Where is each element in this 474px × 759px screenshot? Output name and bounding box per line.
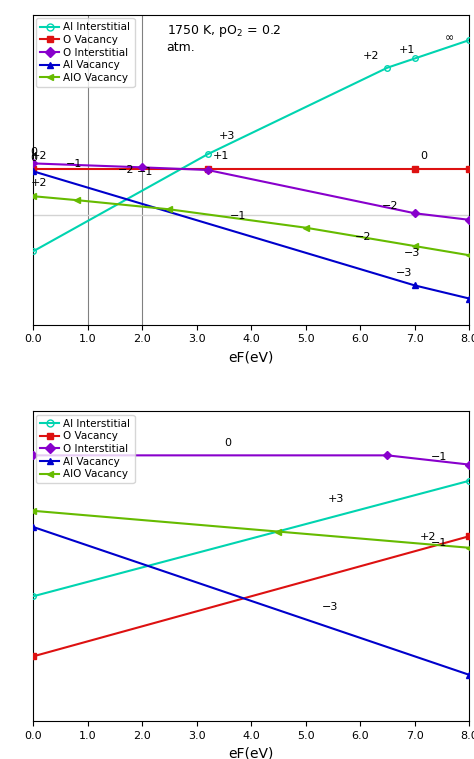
Text: +2: +2 (30, 151, 47, 161)
Text: +1: +1 (398, 45, 415, 55)
Text: ∞: ∞ (445, 33, 454, 43)
Legend: Al Interstitial, O Vacancy, O Interstitial, Al Vacancy, AlO Vacancy: Al Interstitial, O Vacancy, O Interstiti… (36, 18, 135, 87)
Text: −2: −2 (382, 200, 399, 211)
Text: 0: 0 (420, 151, 427, 161)
Legend: Al Interstitial, O Vacancy, O Interstitial, Al Vacancy, AlO Vacancy: Al Interstitial, O Vacancy, O Interstiti… (36, 414, 135, 483)
Text: +3: +3 (219, 131, 235, 141)
Text: −2: −2 (118, 165, 134, 175)
Text: 0: 0 (30, 146, 37, 157)
Text: 0: 0 (30, 153, 37, 163)
Text: −2: −2 (355, 232, 371, 242)
Text: −1: −1 (137, 166, 153, 177)
Text: +2: +2 (30, 178, 47, 187)
Text: −1: −1 (229, 211, 246, 221)
Text: −3: −3 (404, 248, 420, 258)
Text: +1: +1 (213, 151, 229, 161)
Text: −1: −1 (431, 452, 447, 462)
Text: −3: −3 (322, 603, 338, 613)
Text: −1: −1 (66, 159, 82, 169)
Text: −1: −1 (431, 538, 447, 548)
X-axis label: eF(eV): eF(eV) (228, 746, 274, 759)
Text: +3: +3 (328, 494, 344, 504)
Text: +2: +2 (420, 532, 437, 542)
X-axis label: eF(eV): eF(eV) (228, 350, 274, 364)
Text: +2: +2 (363, 51, 380, 61)
Text: 1750 K, pO$_2$ = 0.2
atm.: 1750 K, pO$_2$ = 0.2 atm. (167, 23, 281, 54)
Text: −3: −3 (396, 267, 412, 278)
Text: 0: 0 (224, 439, 231, 449)
